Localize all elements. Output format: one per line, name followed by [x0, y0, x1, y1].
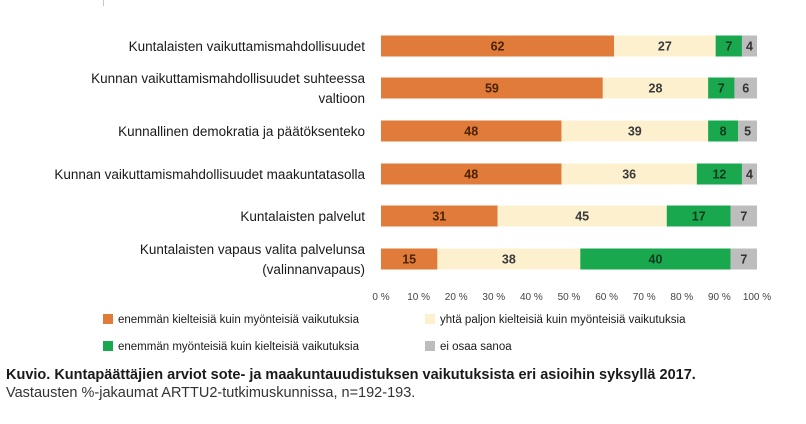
bar-segment	[614, 35, 716, 57]
data-label: 38	[502, 253, 516, 267]
x-tick-label: 60 %	[595, 292, 618, 303]
legend-label: enemmän myönteisiä kuin kielteisiä vaiku…	[118, 341, 360, 353]
data-label: 36	[622, 168, 636, 182]
data-label: 8	[720, 125, 727, 139]
category-label: Kuntalaisten vaikuttamismahdollisuudet	[129, 39, 366, 54]
category-label: Kunnan vaikuttamismahdollisuudet maakunt…	[54, 167, 365, 182]
data-label: 7	[740, 253, 747, 267]
x-tick-label: 50 %	[558, 292, 581, 303]
bar-segment	[666, 205, 731, 227]
category-label: Kunnallinen demokratia ja päätöksenteko	[118, 124, 365, 139]
legend-label: yhtä paljon kielteisiä kuin myönteisiä v…	[440, 314, 686, 326]
bar-segment	[741, 163, 757, 185]
bar-segment	[708, 120, 739, 142]
data-label: 4	[746, 40, 753, 54]
data-label: 4	[746, 168, 753, 182]
bar-segment	[381, 163, 562, 185]
legend-swatch	[425, 314, 435, 324]
data-label: 45	[575, 210, 589, 224]
data-label: 31	[432, 210, 446, 224]
data-label: 48	[464, 125, 478, 139]
legend-swatch	[103, 341, 113, 351]
x-tick-label: 100 %	[743, 292, 771, 303]
bar-segment	[580, 248, 731, 270]
bar-segment	[734, 77, 757, 99]
x-tick-label: 70 %	[633, 292, 656, 303]
data-label: 48	[464, 168, 478, 182]
data-label: 27	[658, 40, 672, 54]
bar-segment	[381, 77, 603, 99]
bar-segment	[381, 205, 498, 227]
legend-label: ei osaa sanoa	[440, 341, 512, 353]
data-label: 17	[692, 210, 706, 224]
stacked-bar-chart: Kuntalaisten vaikuttamismahdollisuudet Ku…	[54, 35, 771, 353]
x-tick-label: 80 %	[670, 292, 693, 303]
data-label: 12	[712, 168, 726, 182]
data-label: 62	[491, 40, 505, 54]
bar-segment	[437, 248, 581, 270]
data-label: 5	[744, 125, 751, 139]
chart-frame: Kuntalaisten vaikuttamismahdollisuudet Ku…	[54, 0, 772, 353]
category-label: Kuntalaisten vapaus valita palvelunsa	[140, 242, 366, 257]
x-tick-label: 30 %	[482, 292, 505, 303]
bar-segment	[696, 163, 742, 185]
bar-segment	[381, 248, 438, 270]
figure-caption: Kuvio. Kuntapäättäjien arviot sote- ja m…	[6, 366, 796, 402]
data-label: 40	[649, 253, 663, 267]
data-label: 6	[742, 82, 749, 96]
bar-segment	[497, 205, 667, 227]
data-label: 28	[649, 82, 663, 96]
x-tick-label: 90 %	[708, 292, 731, 303]
bar-segment	[730, 205, 757, 227]
bar-segment	[561, 120, 709, 142]
data-label: 39	[628, 125, 642, 139]
bar-segment	[741, 35, 757, 57]
bar-segment	[738, 120, 757, 142]
legend-label: enemmän kielteisiä kuin myönteisiä vaiku…	[118, 314, 360, 326]
bar-segment	[381, 120, 562, 142]
top-edge-tick	[103, 0, 104, 6]
bar-segment	[708, 77, 735, 99]
bar-segment	[561, 163, 697, 185]
x-tick-label: 10 %	[407, 292, 430, 303]
bar-segment	[602, 77, 709, 99]
bar-segment	[715, 35, 742, 57]
category-label: Kuntalaisten palvelut	[240, 209, 365, 224]
category-label: (valinnanvapaus)	[262, 262, 365, 277]
category-label: valtioon	[318, 91, 365, 106]
bar-segment	[381, 35, 615, 57]
x-tick-label: 0 %	[372, 292, 389, 303]
x-tick-label: 40 %	[520, 292, 543, 303]
category-label: Kunnan vaikuttamismahdollisuudet suhtees…	[91, 71, 365, 86]
data-label: 15	[402, 253, 416, 267]
data-label: 59	[485, 82, 499, 96]
legend-swatch	[103, 314, 113, 324]
data-label: 7	[718, 82, 725, 96]
legend-swatch	[425, 341, 435, 351]
data-label: 7	[725, 40, 732, 54]
caption-title: Kuvio. Kuntapäättäjien arviot sote- ja m…	[6, 367, 696, 383]
data-label: 7	[740, 210, 747, 224]
bar-segment	[730, 248, 757, 270]
caption-subtitle: Vastausten %-jakaumat ARTTU2-tutkimuskun…	[6, 385, 416, 401]
x-tick-label: 20 %	[445, 292, 468, 303]
